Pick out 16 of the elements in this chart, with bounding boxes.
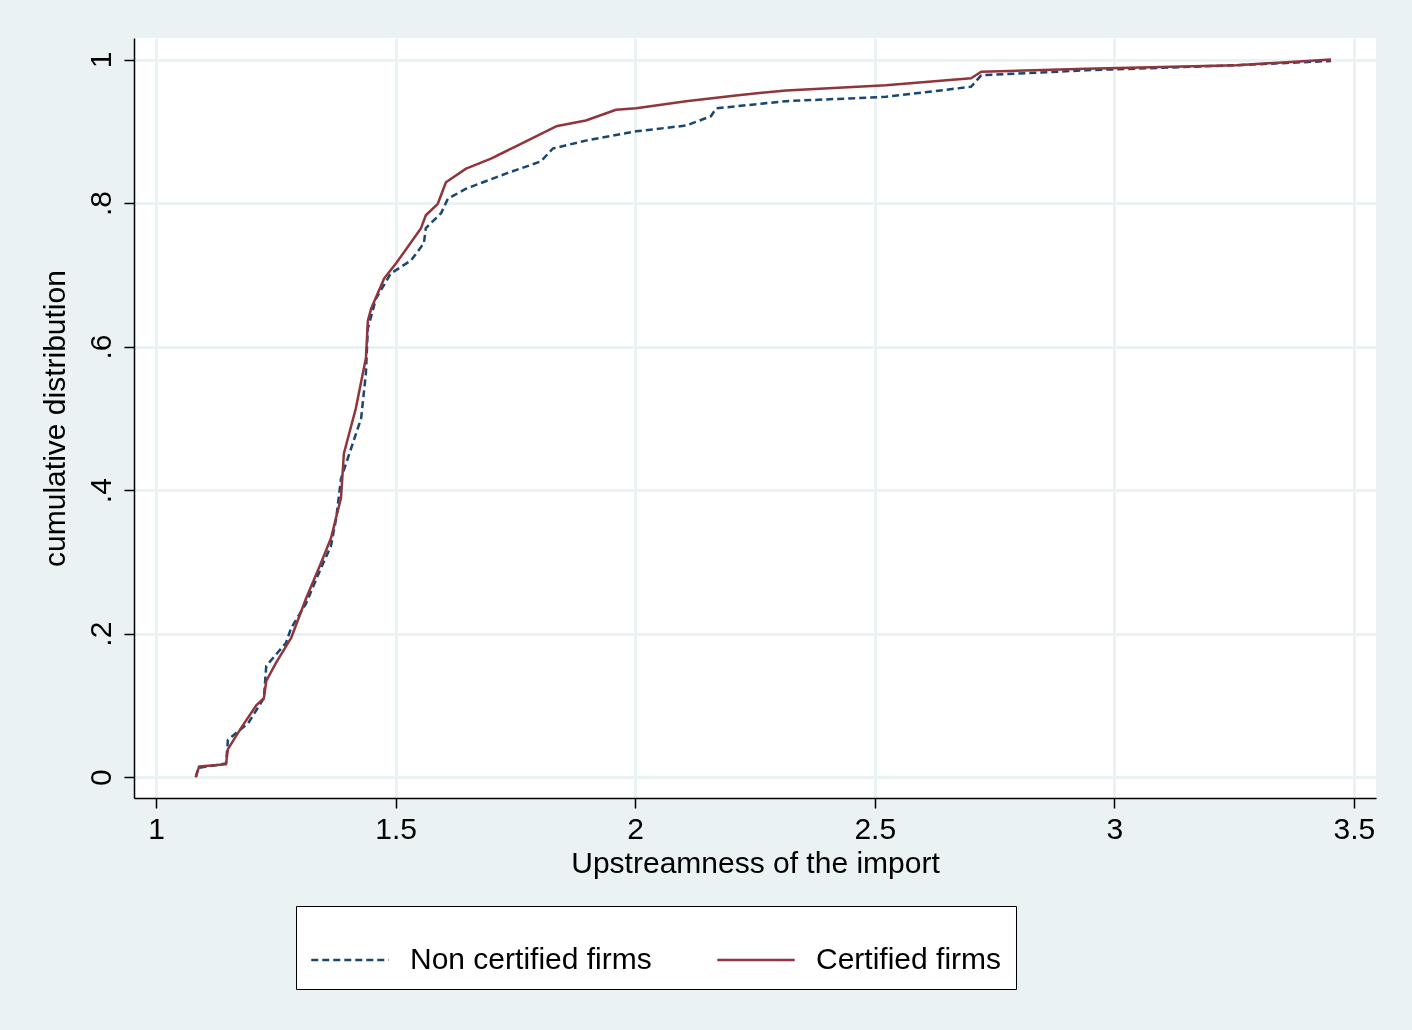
x-tick-label: 3.5 [1333,811,1376,845]
y-tick-label: 0 [83,769,117,787]
x-axis-title: Upstreamness of the import [571,845,941,879]
y-axis-title: cumulative distribution [37,270,71,567]
x-tick-label: 1.5 [375,811,417,845]
x-tick-label: 1 [148,811,165,845]
legend-label: Certified firms [816,942,1002,975]
y-tick-label: .4 [83,478,117,504]
legend-label: Non certified firms [410,942,652,975]
x-tick-label: 2 [627,811,645,845]
y-tick-label: 1 [83,51,117,69]
y-tick-label: .2 [83,621,117,647]
x-tick-label: 3 [1106,811,1124,845]
x-tick-label: 2.5 [854,811,897,845]
y-tick-label: .8 [83,191,117,217]
y-tick-label: .6 [83,334,117,360]
